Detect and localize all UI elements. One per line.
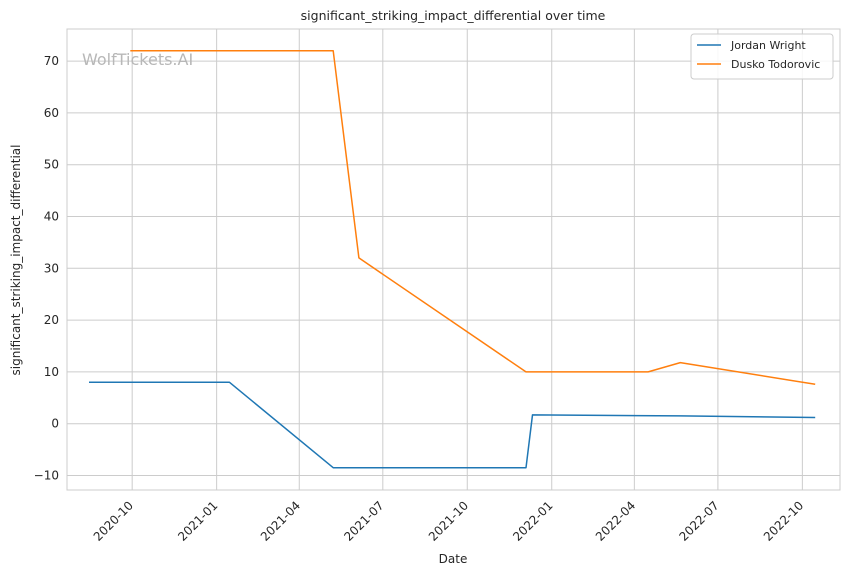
y-axis: −10 0 10 20 30 40 50 60 70 <box>34 54 59 482</box>
legend: Jordan Wright Dusko Todorovic <box>690 33 834 80</box>
plot-area <box>66 28 841 491</box>
y-tick-label: 0 <box>51 417 59 431</box>
series-line-jordan-wright <box>89 381 816 469</box>
x-axis-label: Date <box>439 552 468 566</box>
y-tick-label: 10 <box>44 365 59 379</box>
y-axis-label: significant_striking_impact_differential <box>9 145 23 376</box>
x-tick-label: 2021-01 <box>175 498 220 543</box>
x-tick-label: 2022-10 <box>761 498 806 543</box>
x-tick-label: 2021-04 <box>258 498 303 543</box>
series-layer <box>89 50 816 469</box>
legend-label-dusko-todorovic: Dusko Todorovic <box>731 58 820 71</box>
x-tick-label: 2020-10 <box>91 498 136 543</box>
grid <box>67 29 840 490</box>
x-tick-label: 2022-01 <box>510 498 555 543</box>
y-tick-label: 40 <box>44 210 59 224</box>
y-tick-label: 30 <box>44 261 59 275</box>
y-tick-label: 20 <box>44 313 59 327</box>
x-tick-label: 2021-10 <box>426 498 471 543</box>
x-axis: 2020-10 2021-01 2021-04 2021-07 2021-10 2022-… <box>91 498 807 543</box>
chart-title: significant_striking_impact_differential… <box>301 8 606 23</box>
x-tick-label: 2022-04 <box>593 498 638 543</box>
y-tick-label: 70 <box>44 54 59 68</box>
series-line-dusko-todorovic <box>130 50 816 386</box>
legend-box <box>690 33 834 80</box>
y-tick-label: 60 <box>44 106 59 120</box>
x-tick-label: 2021-07 <box>341 498 386 543</box>
legend-label-jordan-wright: Jordan Wright <box>730 39 806 52</box>
watermark: WolfTickets.AI <box>82 50 193 69</box>
y-tick-label: −10 <box>34 468 59 482</box>
y-tick-label: 50 <box>44 158 59 172</box>
x-tick-label: 2022-07 <box>676 498 721 543</box>
